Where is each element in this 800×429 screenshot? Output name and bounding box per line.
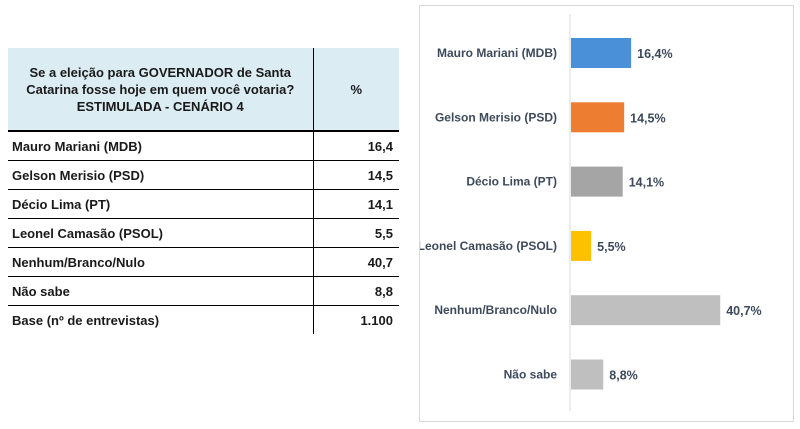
category-label: Gelson Merisio (PSD) — [435, 110, 557, 124]
candidate-name: Nenhum/Branco/Nulo — [8, 247, 313, 277]
poll-results-table: Se a eleição para GOVERNADOR de Santa Ca… — [8, 48, 399, 334]
candidate-name: Mauro Mariani (MDB) — [8, 131, 313, 161]
bar — [571, 166, 623, 197]
bar-chart: Mauro Mariani (MDB) 16,4% Gelson Merisio (… — [420, 14, 762, 411]
table-row: Décio Lima (PT) 14,1 — [8, 189, 399, 219]
base-value: 1.100 — [312, 305, 399, 334]
value-label: 5,5% — [597, 240, 626, 254]
bar — [571, 295, 721, 326]
candidate-value: 14,1 — [312, 189, 399, 219]
table-row: Não sabe 8,8 — [8, 276, 399, 306]
category-label: Não sabe — [504, 368, 558, 382]
candidate-value: 5,5 — [312, 218, 399, 248]
value-label: 14,1% — [629, 176, 664, 190]
value-label: 8,8% — [609, 369, 638, 383]
category-label: Leonel Camasão (PSOL) — [420, 239, 557, 253]
value-label: 14,5% — [630, 111, 665, 125]
table-row: Nenhum/Branco/Nulo 40,7 — [8, 247, 399, 277]
bar — [571, 230, 592, 261]
candidate-name: Décio Lima (PT) — [8, 189, 313, 219]
category-label: Décio Lima (PT) — [466, 175, 557, 189]
bar — [571, 359, 604, 390]
bar — [571, 102, 625, 133]
category-label: Nenhum/Branco/Nulo — [434, 303, 557, 317]
category-label: Mauro Mariani (MDB) — [437, 46, 557, 60]
candidate-value: 14,5 — [312, 160, 399, 190]
table-row: Mauro Mariani (MDB) 16,4 — [8, 131, 399, 161]
bar-chart-panel: Mauro Mariani (MDB) 16,4% Gelson Merisio (… — [419, 5, 794, 422]
candidate-name: Gelson Merisio (PSD) — [8, 160, 313, 190]
percent-header: % — [312, 48, 399, 132]
base-label: Base (nº de entrevistas) — [12, 312, 160, 328]
table-header-row: Se a eleição para GOVERNADOR de Santa Ca… — [8, 48, 399, 132]
table-row: Leonel Camasão (PSOL) 5,5 — [8, 218, 399, 248]
value-label: 40,7% — [726, 304, 761, 318]
table-row: Gelson Merisio (PSD) 14,5 — [8, 160, 399, 190]
candidate-value: 16,4 — [312, 131, 399, 161]
value-label: 16,4% — [637, 47, 672, 61]
table-row-base: Base (nº de entrevistas) 1.100 — [8, 305, 399, 334]
candidate-value: 40,7 — [312, 247, 399, 277]
candidate-name: Leonel Camasão (PSOL) — [8, 218, 313, 248]
candidate-name: Não sabe — [8, 276, 313, 306]
bar — [571, 38, 632, 68]
question-header: Se a eleição para GOVERNADOR de Santa Ca… — [8, 48, 313, 132]
candidate-value: 8,8 — [312, 276, 399, 306]
